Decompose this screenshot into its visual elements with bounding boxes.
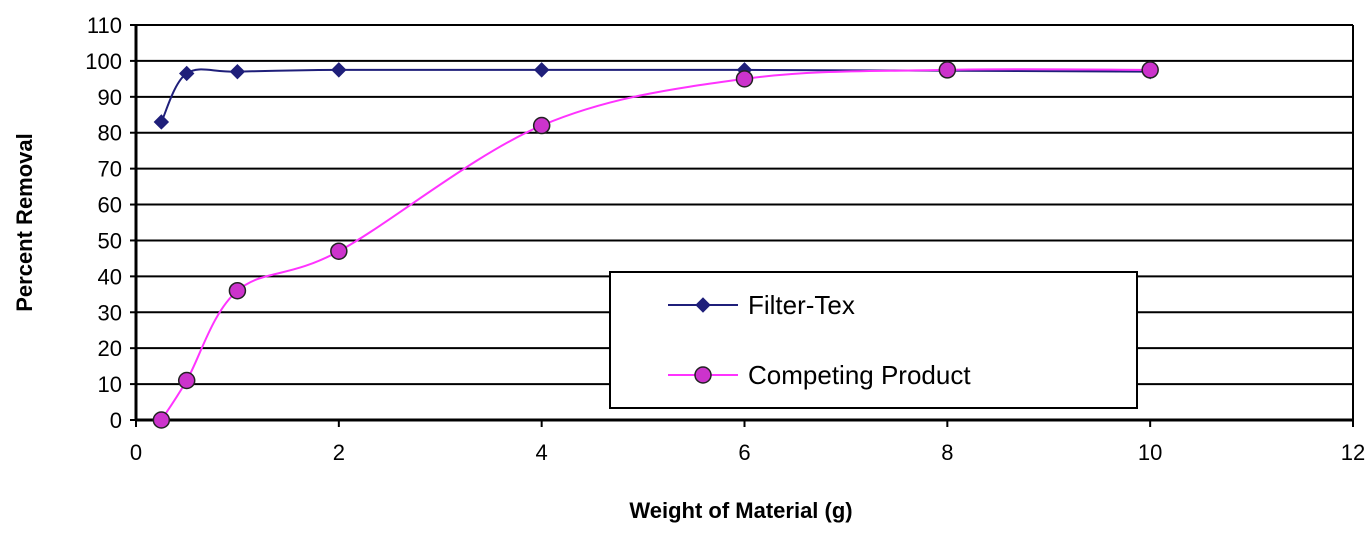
- axes: 0 10 20 30 40 50 60 70 80 90 100 110 0 2 4 6 8 10 12: [85, 13, 1365, 465]
- y-tick-label-100: 100: [85, 49, 122, 74]
- series-2-point-8: [1141, 61, 1159, 79]
- series-1-point-3: [229, 63, 246, 80]
- x-tick-label-4: 4: [536, 440, 548, 465]
- y-tick-label-60: 60: [98, 193, 122, 218]
- series-2-point-2: [177, 371, 196, 390]
- x-tick-label-10: 10: [1138, 440, 1162, 465]
- series-2-point-1: [152, 411, 171, 429]
- gridlines: [136, 24, 1353, 386]
- y-tick-label-50: 50: [98, 228, 122, 253]
- legend: Filter-Tex Competing Product: [609, 271, 1138, 409]
- series-2-point-5: [532, 116, 551, 135]
- legend-label-2: Competing Product: [748, 360, 971, 390]
- legend-box: [609, 271, 1138, 409]
- y-tick-label-10: 10: [98, 372, 122, 397]
- x-tick-label-8: 8: [941, 440, 953, 465]
- series-2-point-4: [330, 242, 348, 260]
- x-axis-label: Weight of Material (g): [629, 498, 852, 523]
- y-tick-label-80: 80: [98, 121, 122, 146]
- series-1-point-2: [179, 65, 195, 82]
- y-tick-label-20: 20: [98, 336, 122, 361]
- series-2-point-3: [228, 281, 247, 300]
- y-tick-label-110: 110: [87, 13, 122, 38]
- legend-label-1: Filter-Tex: [748, 290, 855, 320]
- x-tick-label-2: 2: [333, 440, 345, 465]
- series-line-1: [160, 68, 1151, 123]
- y-tick-label-0: 0: [110, 408, 122, 433]
- series-2-point-6: [735, 70, 754, 88]
- series-1-point-4: [331, 62, 347, 78]
- y-tick-label-70: 70: [98, 157, 122, 182]
- x-tick-label-12: 12: [1341, 440, 1365, 465]
- y-tick-label-30: 30: [98, 300, 122, 325]
- series-layer: [152, 61, 1159, 429]
- y-axis-label: Percent Removal: [12, 133, 37, 312]
- y-tick-label-90: 90: [98, 85, 122, 110]
- y-tick-label-40: 40: [98, 264, 122, 289]
- series-2: [152, 61, 1159, 429]
- legend-marker-1: [695, 297, 711, 313]
- series-1-point-5: [533, 62, 550, 78]
- series-1-point-1: [153, 114, 170, 130]
- legend-marker-2: [694, 366, 712, 384]
- x-tick-label-6: 6: [738, 440, 750, 465]
- x-tick-label-0: 0: [130, 440, 142, 465]
- series-2-point-7: [938, 61, 957, 79]
